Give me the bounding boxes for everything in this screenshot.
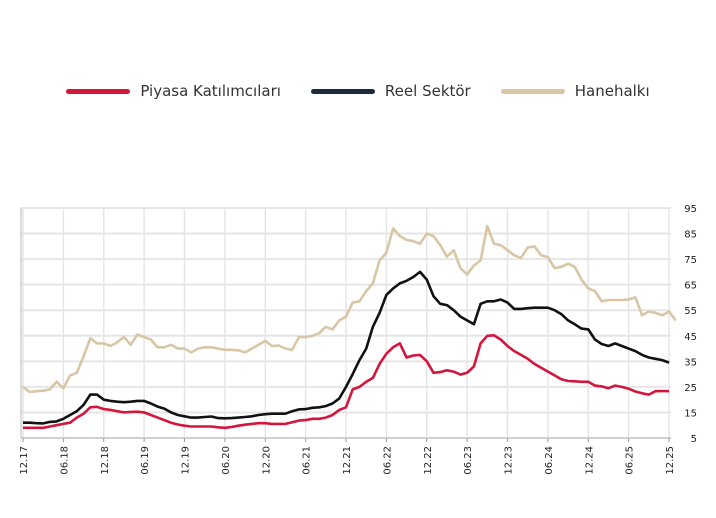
x-tick-label: 12.22 (423, 446, 434, 475)
y-tick-label: 95 (684, 204, 697, 215)
x-tick-label: 06.25 (625, 446, 636, 475)
y-tick-label: 35 (684, 357, 697, 368)
legend-item-hanehalki[interactable]: Hanehalkı (500, 82, 650, 100)
legend-swatch (66, 88, 131, 94)
series-line-piyasa-kat-l-mc-lar- (23, 334, 670, 430)
x-tick-label: 06.18 (59, 446, 70, 475)
y-tick-label: 45 (684, 332, 697, 343)
series-line-hanehalk- (22, 224, 677, 394)
legend-label: Hanehalkı (574, 82, 650, 100)
x-tick-label: 12.23 (504, 446, 515, 475)
x-tick-label: 06.21 (302, 446, 313, 475)
x-tick-label: 12.24 (584, 446, 595, 475)
x-tick-label: 06.23 (463, 446, 474, 475)
y-tick-label: 75 (684, 255, 697, 266)
y-tick-label: 25 (684, 383, 697, 394)
x-tick-label: 12.25 (665, 446, 676, 475)
x-tick-label: 12.20 (261, 446, 272, 475)
x-tick-label: 06.24 (544, 446, 555, 475)
y-tick-label: 5 (691, 434, 697, 445)
y-tick-label: 15 (684, 408, 697, 419)
legend-label: Reel Sektör (384, 82, 471, 100)
series-line-reel-sekt-r (23, 270, 670, 425)
y-tick-label: 65 (684, 281, 697, 292)
legend-swatch (500, 88, 565, 94)
x-tick-label: 12.21 (342, 446, 353, 475)
y-tick-label: 55 (684, 306, 697, 317)
x-tick-label: 12.18 (100, 446, 111, 475)
y-tick-label: 85 (684, 230, 697, 241)
legend-swatch (310, 88, 375, 94)
legend-item-reel-sektor[interactable]: Reel Sektör (310, 82, 471, 100)
legend-label: Piyasa Katılımcıları (140, 82, 281, 100)
x-tick-label: 12.17 (19, 446, 30, 475)
x-tick-label: 06.20 (221, 446, 232, 475)
legend: Piyasa Katılımcıları Reel Sektör Hanehal… (0, 82, 716, 100)
legend-item-piyasa[interactable]: Piyasa Katılımcıları (66, 82, 281, 100)
x-tick-label: 06.19 (140, 446, 151, 475)
x-tick-label: 12.19 (181, 446, 192, 475)
x-tick-label: 06.22 (382, 446, 393, 475)
